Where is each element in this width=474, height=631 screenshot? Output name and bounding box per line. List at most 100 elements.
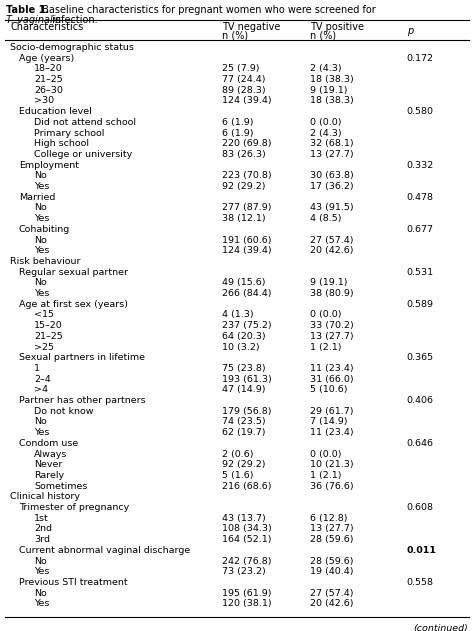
Text: 6 (12.8): 6 (12.8): [310, 514, 348, 522]
Text: Yes: Yes: [34, 567, 49, 576]
Text: 1: 1: [34, 364, 40, 373]
Text: 179 (56.8): 179 (56.8): [222, 407, 271, 416]
Text: 0.011: 0.011: [407, 546, 437, 555]
Text: 43 (13.7): 43 (13.7): [222, 514, 265, 522]
Text: 11 (23.4): 11 (23.4): [310, 428, 354, 437]
Text: 7 (14.9): 7 (14.9): [310, 418, 348, 427]
Text: Do not know: Do not know: [34, 407, 94, 416]
Text: >30: >30: [34, 97, 54, 105]
Text: 89 (28.3): 89 (28.3): [222, 86, 265, 95]
Text: Age (years): Age (years): [19, 54, 74, 62]
Text: 0.646: 0.646: [407, 439, 434, 448]
Text: 26–30: 26–30: [34, 86, 63, 95]
Text: Yes: Yes: [34, 246, 49, 256]
Text: 0.172: 0.172: [407, 54, 434, 62]
Text: Condom use: Condom use: [19, 439, 78, 448]
Text: No: No: [34, 172, 47, 180]
Text: Rarely: Rarely: [34, 471, 64, 480]
Text: 30 (63.8): 30 (63.8): [310, 172, 354, 180]
Text: 21–25: 21–25: [34, 332, 63, 341]
Text: 17 (36.2): 17 (36.2): [310, 182, 354, 191]
Text: 0 (0.0): 0 (0.0): [310, 449, 342, 459]
Text: 27 (57.4): 27 (57.4): [310, 589, 354, 598]
Text: 20 (42.6): 20 (42.6): [310, 599, 354, 608]
Text: 2 (4.3): 2 (4.3): [310, 64, 342, 73]
Text: Always: Always: [34, 449, 67, 459]
Text: >4: >4: [34, 386, 48, 394]
Text: 38 (80.9): 38 (80.9): [310, 289, 354, 298]
Text: 2 (0.6): 2 (0.6): [222, 449, 253, 459]
Text: 193 (61.3): 193 (61.3): [222, 375, 272, 384]
Text: 64 (20.3): 64 (20.3): [222, 332, 265, 341]
Text: No: No: [34, 235, 47, 245]
Text: 2–4: 2–4: [34, 375, 51, 384]
Text: 124 (39.4): 124 (39.4): [222, 97, 272, 105]
Text: 62 (19.7): 62 (19.7): [222, 428, 265, 437]
Text: Baseline characteristics for pregnant women who were screened for: Baseline characteristics for pregnant wo…: [39, 5, 379, 15]
Text: 242 (76.8): 242 (76.8): [222, 557, 271, 565]
Text: 3rd: 3rd: [34, 535, 50, 544]
Text: 0.677: 0.677: [407, 225, 434, 234]
Text: 1 (2.1): 1 (2.1): [310, 343, 342, 351]
Text: 15–20: 15–20: [34, 321, 63, 330]
Text: 32 (68.1): 32 (68.1): [310, 139, 354, 148]
Text: Yes: Yes: [34, 289, 49, 298]
Text: 49 (15.6): 49 (15.6): [222, 278, 265, 287]
Text: 1st: 1st: [34, 514, 49, 522]
Text: 28 (59.6): 28 (59.6): [310, 535, 354, 544]
Text: 25 (7.9): 25 (7.9): [222, 64, 259, 73]
Text: 31 (66.0): 31 (66.0): [310, 375, 354, 384]
Text: Cohabiting: Cohabiting: [19, 225, 70, 234]
Text: No: No: [34, 589, 47, 598]
Text: 0.558: 0.558: [407, 578, 434, 587]
Text: 237 (75.2): 237 (75.2): [222, 321, 272, 330]
Text: 191 (60.6): 191 (60.6): [222, 235, 271, 245]
Text: Never: Never: [34, 460, 63, 469]
Text: 36 (76.6): 36 (76.6): [310, 481, 354, 491]
Text: 0.332: 0.332: [407, 161, 434, 170]
Text: 10 (3.2): 10 (3.2): [222, 343, 259, 351]
Text: >25: >25: [34, 343, 54, 351]
Text: 74 (23.5): 74 (23.5): [222, 418, 265, 427]
Text: 38 (12.1): 38 (12.1): [222, 214, 265, 223]
Text: Partner has other partners: Partner has other partners: [19, 396, 146, 405]
Text: Risk behaviour: Risk behaviour: [10, 257, 81, 266]
Text: 9 (19.1): 9 (19.1): [310, 278, 348, 287]
Text: 18–20: 18–20: [34, 64, 63, 73]
Text: Yes: Yes: [34, 599, 49, 608]
Text: Current abnormal vaginal discharge: Current abnormal vaginal discharge: [19, 546, 190, 555]
Text: 83 (26.3): 83 (26.3): [222, 150, 265, 159]
Text: 10 (21.3): 10 (21.3): [310, 460, 354, 469]
Text: Did not attend school: Did not attend school: [34, 118, 136, 127]
Text: <15: <15: [34, 310, 54, 319]
Text: 5 (1.6): 5 (1.6): [222, 471, 253, 480]
Text: 20 (42.6): 20 (42.6): [310, 246, 354, 256]
Text: TV positive: TV positive: [310, 22, 365, 32]
Text: 0.365: 0.365: [407, 353, 434, 362]
Text: 6 (1.9): 6 (1.9): [222, 118, 253, 127]
Text: 33 (70.2): 33 (70.2): [310, 321, 354, 330]
Text: Previous STI treatment: Previous STI treatment: [19, 578, 128, 587]
Text: 73 (23.2): 73 (23.2): [222, 567, 265, 576]
Text: 29 (61.7): 29 (61.7): [310, 407, 354, 416]
Text: 27 (57.4): 27 (57.4): [310, 235, 354, 245]
Text: No: No: [34, 418, 47, 427]
Text: 11 (23.4): 11 (23.4): [310, 364, 354, 373]
Text: 43 (91.5): 43 (91.5): [310, 203, 354, 213]
Text: 124 (39.4): 124 (39.4): [222, 246, 272, 256]
Text: 2 (4.3): 2 (4.3): [310, 129, 342, 138]
Text: 77 (24.4): 77 (24.4): [222, 75, 265, 84]
Text: 13 (27.7): 13 (27.7): [310, 524, 354, 533]
Text: College or university: College or university: [34, 150, 132, 159]
Text: 0.531: 0.531: [407, 268, 434, 276]
Text: 108 (34.3): 108 (34.3): [222, 524, 272, 533]
Text: 2nd: 2nd: [34, 524, 52, 533]
Text: High school: High school: [34, 139, 89, 148]
Text: Yes: Yes: [34, 182, 49, 191]
Text: T. vaginalis: T. vaginalis: [6, 15, 60, 25]
Text: Age at first sex (years): Age at first sex (years): [19, 300, 128, 309]
Text: n (%): n (%): [310, 31, 337, 41]
Text: Socio-demographic status: Socio-demographic status: [10, 43, 134, 52]
Text: 223 (70.8): 223 (70.8): [222, 172, 272, 180]
Text: 120 (38.1): 120 (38.1): [222, 599, 272, 608]
